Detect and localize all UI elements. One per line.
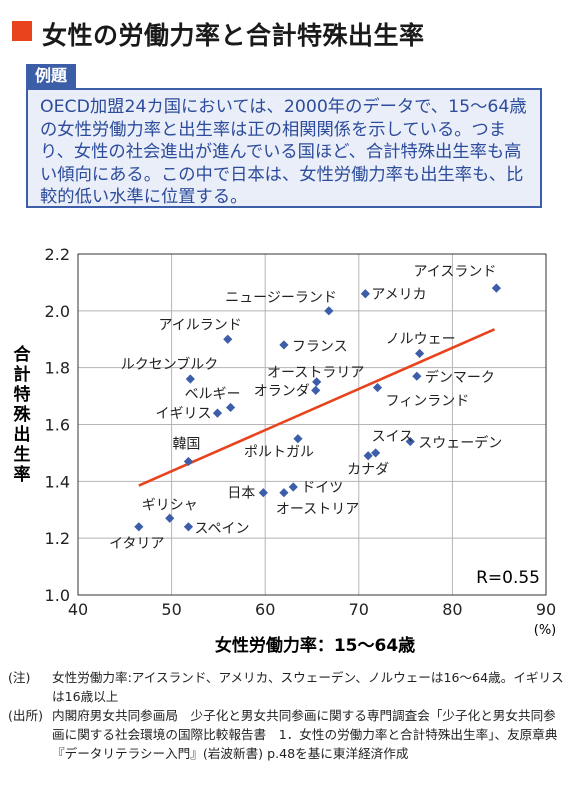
point-label: ルクセンブルク [121,356,219,373]
point-label: アイルランド [158,317,241,333]
data-point [363,451,373,461]
y-tick-label: 2.0 [45,302,70,321]
y-tick-label: 1.2 [45,529,70,548]
x-axis-unit: (%) [534,623,557,638]
note-text: 女性労働力率:アイスランド、アメリカ、スウェーデン、ノルウェーは16〜64歳。イ… [52,670,564,704]
x-tick-label: 90 [536,600,556,619]
correlation-label: R=0.55 [476,568,540,588]
chart-grid [78,254,546,595]
data-point [183,456,194,467]
x-tick-label: 50 [161,600,181,619]
data-point [293,434,303,444]
scatter-chart: 1.0 1.2 1.4 1.6 1.8 2.0 2.2 40 50 60 70 80 90 アイスランド… [14,245,557,656]
point-label: イギリス [155,406,211,422]
data-point [491,283,501,293]
x-tick-label: 80 [442,600,462,619]
data-point [311,385,321,395]
data-point [279,488,289,498]
data-point [415,348,425,359]
axis-ticks: 1.0 1.2 1.4 1.6 1.8 2.0 2.2 40 50 60 70 80 90 [45,245,557,619]
x-axis-label: 女性労働力率：15〜64歳 [215,635,415,656]
point-label: イタリア [109,536,164,552]
point-label: オーストラリア [267,365,364,381]
data-point [165,513,175,523]
note-item: (注) 女性労働力率:アイスランド、アメリカ、スウェーデン、ノルウェーは16〜6… [8,668,564,706]
point-label: スイス [372,429,414,445]
point-label: オランダ [254,383,310,399]
example-text: OECD加盟24カ国においては、2000年のデータで、15〜64歳の女性労働力率… [40,97,527,208]
data-point [412,371,422,381]
y-tick-label: 1.8 [45,359,70,378]
point-label: アメリカ [371,287,426,303]
data-point [279,340,289,350]
y-tick-label: 1.4 [45,472,70,491]
data-point [258,488,268,498]
data-point [372,382,383,393]
title-bar: 女性の労働力率と合計特殊出生率 [12,12,558,52]
data-point [405,436,415,447]
point-label: カナダ [347,462,389,478]
example-box: OECD加盟24カ国においては、2000年のデータで、15〜64歳の女性労働力率… [26,88,542,208]
footnotes: (注) 女性労働力率:アイスランド、アメリカ、スウェーデン、ノルウェーは16〜6… [8,668,564,763]
point-label: 韓国 [172,436,200,452]
data-point [134,522,144,532]
point-label: 日本 [227,486,255,502]
source-label: (出所) [8,708,44,723]
point-label: ギリシャ [142,497,198,513]
trend-line [138,328,496,487]
point-label: スペイン [194,521,249,537]
page-title: 女性の労働力率と合計特殊出生率 [42,21,425,50]
data-point [312,377,322,387]
point-label: ポルトガル [244,445,314,461]
title-marker-icon [12,21,32,41]
data-point [288,482,298,492]
point-label: ノルウェー [386,331,456,347]
point-label: アイスランド [414,264,497,280]
data-point [212,408,223,418]
source-item: (出所) 内閣府男女共同参画局 少子化と男女共同参画に関する専門調査会「少子化と… [8,706,564,763]
x-tick-label: 70 [349,600,369,619]
data-point [225,402,236,413]
y-tick-label: 1.6 [45,416,70,435]
y-tick-label: 1.0 [45,586,70,605]
plot-frame [77,253,547,596]
x-tick-label: 40 [68,600,88,619]
point-label: フランス [292,339,348,355]
point-label: ベルギー [185,386,241,402]
data-point [185,374,195,384]
point-label: ニュージーランド [225,290,337,306]
y-tick-label: 2.2 [45,245,70,264]
x-tick-label: 60 [255,600,275,619]
y-axis-label: 合計特殊出生率 [14,344,32,485]
data-point [324,306,334,316]
point-label: スウェーデン [418,435,502,452]
data-point [360,289,370,299]
point-label: ドイツ [301,480,343,496]
note-label: (注) [8,670,31,685]
point-label: オーストリア [276,502,359,518]
example-tag: 例題 [26,64,76,88]
data-point [223,334,233,344]
data-point [371,448,381,458]
source-text: 内閣府男女共同参画局 少子化と男女共同参画に関する専門調査会「少子化と男女共同参… [52,708,558,761]
data-point [183,522,194,532]
point-label: フィンランド [386,394,470,410]
point-label: デンマーク [425,369,495,386]
